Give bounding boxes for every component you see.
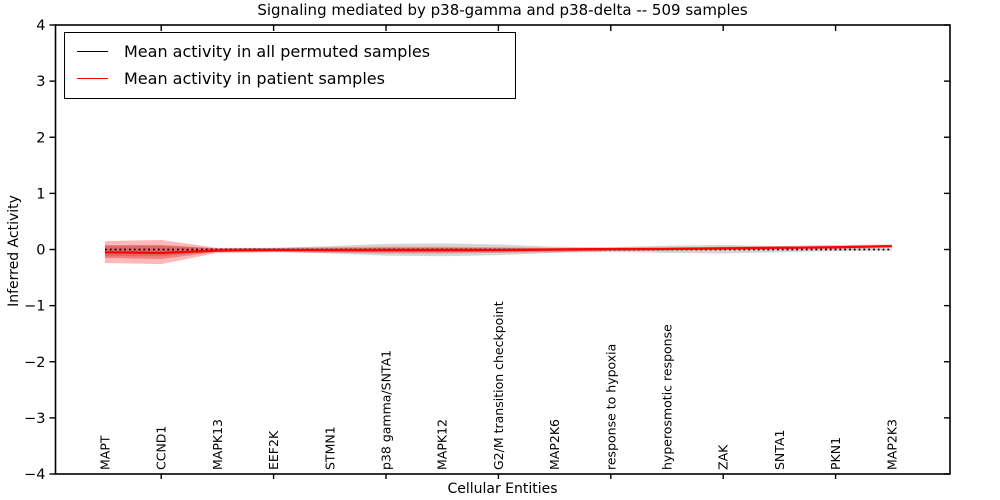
x-category-label: ZAK (716, 444, 731, 470)
y-tick-label: −3 (24, 411, 45, 427)
legend-item-patient: Mean activity in patient samples (77, 65, 505, 92)
std-bands (105, 239, 892, 265)
series-lines (104, 245, 892, 254)
x-category-label: response to hypoxia (603, 344, 618, 470)
x-category-label: MAP2K6 (547, 419, 562, 470)
y-tick-label: 2 (36, 130, 45, 146)
x-category-label: MAPK13 (210, 419, 225, 470)
chart-title: Signaling mediated by p38-gamma and p38-… (257, 1, 748, 19)
legend-label-patient: Mean activity in patient samples (124, 69, 385, 88)
x-category-label: CCND1 (154, 426, 169, 470)
legend: Mean activity in all permuted samples Me… (64, 32, 516, 99)
y-tick-label: −2 (24, 355, 45, 371)
y-tick-label: 4 (36, 18, 45, 34)
x-category-label: hyperosmotic response (660, 324, 675, 470)
x-category-label: SNTA1 (772, 430, 787, 470)
y-axis-ticks: 4 3 2 1 0 −1 −2 −3 −4 (24, 18, 950, 483)
x-category-label: PKN1 (828, 437, 843, 470)
y-tick-label: 3 (36, 74, 45, 90)
y-tick-label: −4 (24, 467, 45, 483)
x-category-label: MAPK12 (435, 419, 450, 470)
permuted-line-sample (77, 51, 108, 52)
x-category-label: STMN1 (322, 426, 337, 470)
y-tick-label: 1 (36, 186, 45, 202)
x-axis-label: Cellular Entities (447, 481, 558, 497)
patient-std-band (105, 239, 892, 265)
x-category-label: G2/M transition checkpoint (491, 301, 506, 470)
x-category-label: MAPT (98, 435, 113, 470)
x-category-labels: MAPT CCND1 MAPK13 EEF2K STMN1 p38 gamma/SNTA1… (98, 301, 900, 470)
legend-item-permuted: Mean activity in all permuted samples (77, 38, 505, 65)
x-category-label: MAP2K3 (884, 419, 899, 470)
x-category-label: EEF2K (266, 430, 281, 470)
series-line-patient (104, 245, 892, 254)
y-tick-label: −1 (24, 299, 45, 315)
x-category-label: p38 gamma/SNTA1 (379, 350, 394, 470)
legend-label-permuted: Mean activity in all permuted samples (124, 42, 431, 61)
y-tick-label: 0 (36, 243, 45, 259)
x-axis-ticks (160, 25, 837, 479)
patient-line-sample (77, 78, 108, 79)
